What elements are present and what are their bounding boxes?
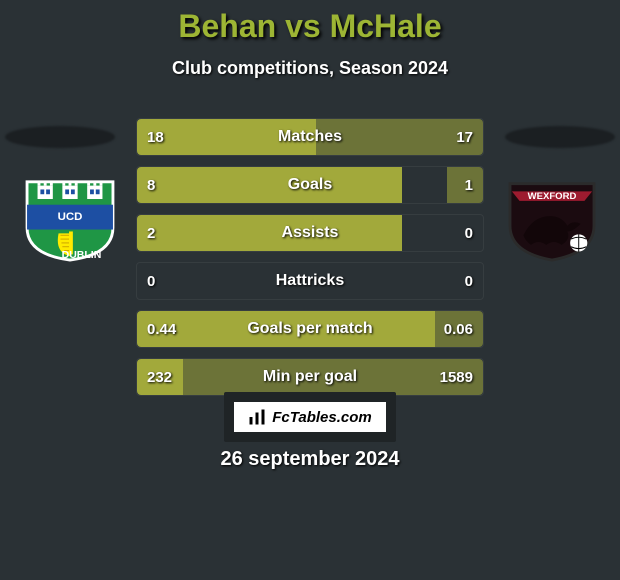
stats-bars-icon <box>248 408 266 426</box>
comparison-card: Behan vs McHale Club competitions, Seaso… <box>0 0 620 580</box>
stat-row-min-per-goal: 232Min per goal1589 <box>136 358 484 396</box>
stat-row-goals-per-match: 0.44Goals per match0.06 <box>136 310 484 348</box>
stat-row-matches: 18Matches17 <box>136 118 484 156</box>
page-title: Behan vs McHale <box>0 8 620 45</box>
stat-label: Goals per match <box>137 311 483 347</box>
stat-row-goals: 8Goals1 <box>136 166 484 204</box>
stat-bars: 18Matches178Goals12Assists00Hattricks00.… <box>136 118 484 406</box>
wexford-crest-svg: WEXFORD <box>504 178 600 262</box>
stat-value-right: 0 <box>465 215 473 251</box>
stat-value-right: 1 <box>465 167 473 203</box>
stat-label: Min per goal <box>137 359 483 395</box>
shadow-left <box>5 126 115 148</box>
crest-right-top-text: WEXFORD <box>528 191 577 202</box>
ucd-crest-svg: UCD DUBLIN <box>22 178 118 262</box>
footer-date: 26 september 2024 <box>0 448 620 471</box>
club-crest-right: WEXFORD <box>504 178 600 262</box>
club-crest-left: UCD DUBLIN <box>22 178 118 262</box>
page-subtitle: Club competitions, Season 2024 <box>0 58 620 79</box>
stat-row-assists: 2Assists0 <box>136 214 484 252</box>
stat-row-hattricks: 0Hattricks0 <box>136 262 484 300</box>
crest-left-top-text: UCD <box>58 211 83 223</box>
stat-label: Hattricks <box>137 263 483 299</box>
stat-value-right: 1589 <box>440 359 473 395</box>
shadow-right <box>505 126 615 148</box>
stat-label: Goals <box>137 167 483 203</box>
brand-text: FcTables.com <box>272 409 371 426</box>
fctables-logo[interactable]: FcTables.com <box>224 392 395 442</box>
brand-box: FcTables.com <box>0 392 620 442</box>
stat-value-right: 17 <box>456 119 473 155</box>
stat-value-right: 0.06 <box>444 311 473 347</box>
stat-label: Assists <box>137 215 483 251</box>
stat-label: Matches <box>137 119 483 155</box>
crest-left-bottom-text: DUBLIN <box>62 249 102 261</box>
stat-value-right: 0 <box>465 263 473 299</box>
